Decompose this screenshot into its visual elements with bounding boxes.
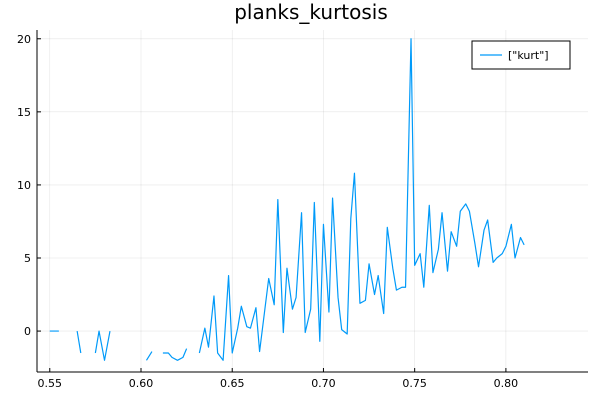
y-tick-label: 20 [17,33,31,46]
grid [37,30,588,372]
y-tick-label: 0 [24,325,31,338]
x-tick-label: 0.70 [311,377,336,390]
y-tick-label: 5 [24,252,31,265]
ticks: 0.55 0.60 0.65 0.70 0.75 0.80 0 5 10 15 20 [17,33,518,390]
legend: ["kurt"] [471,40,571,70]
y-tick-label: 10 [17,179,31,192]
y-tick-label: 15 [17,106,31,119]
chart-title: planks_kurtosis [234,0,388,24]
series-line [49,38,525,361]
x-tick-label: 0.80 [494,377,519,390]
legend-label: ["kurt"] [508,49,549,62]
x-tick-label: 0.60 [129,377,154,390]
x-tick-label: 0.75 [402,377,427,390]
x-tick-label: 0.65 [220,377,245,390]
x-tick-label: 0.55 [38,377,63,390]
series-layer [49,38,525,361]
axes [36,30,588,373]
